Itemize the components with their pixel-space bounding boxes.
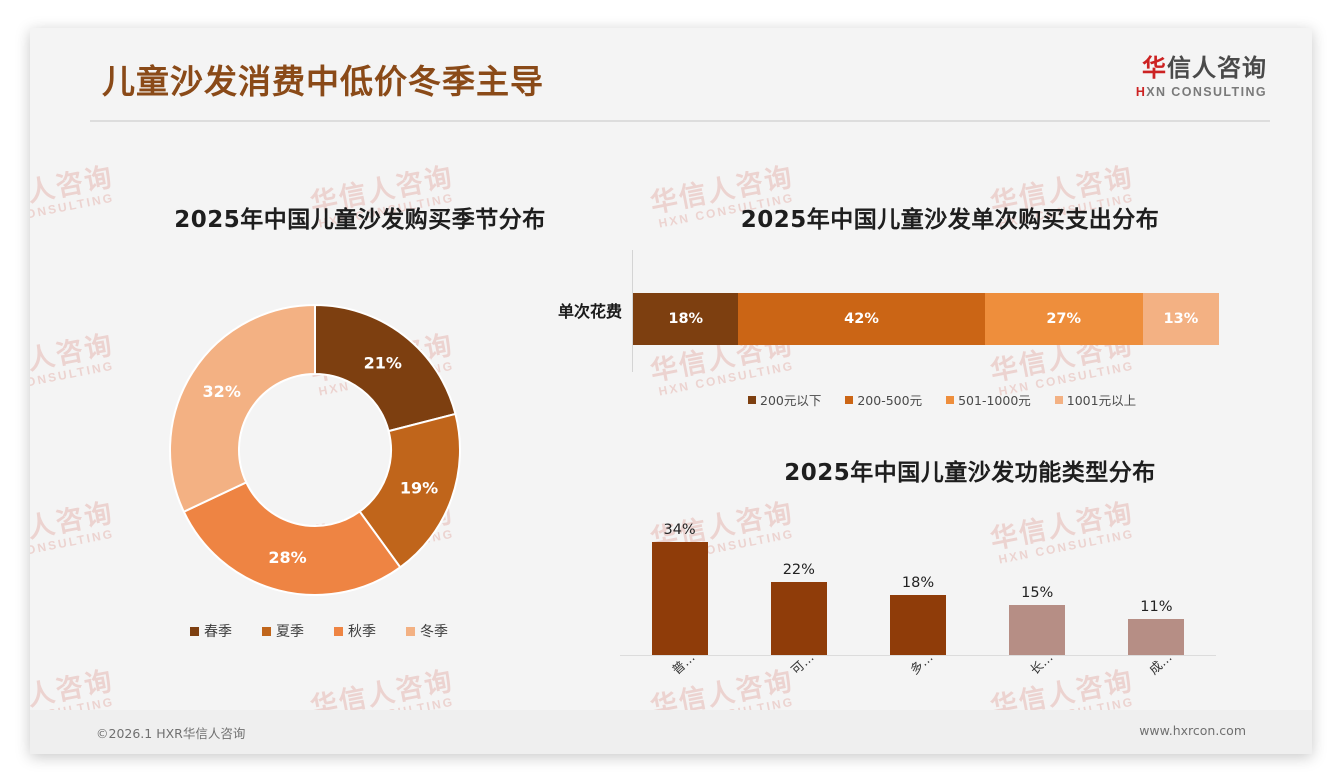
stacked-bar-chart-title: 2025年中国儿童沙发单次购买支出分布 [740, 207, 1160, 233]
donut-chart-legend: 春季 夏季 秋季 冬季 [190, 621, 448, 641]
logo-chinese-rest: 信人咨询 [1167, 54, 1267, 82]
stacked-bar-chart-legend: 200元以下 200-500元 501-1000元 1001元以上 [748, 390, 1136, 409]
legend-label: 501-1000元 [958, 393, 1031, 408]
legend-label: 秋季 [348, 624, 376, 640]
column-bar-group: 18% 多… [858, 505, 977, 677]
donut-slice-label: 21% [364, 354, 402, 373]
legend-swatch [406, 626, 415, 636]
donut-chart-svg: 21% 19% 28% 32% [169, 303, 461, 596]
column-chart-bars: 34% 普… 22% 可… 18% 多… 15% 长… 11% 成… [620, 505, 1216, 677]
legend-item[interactable]: 200元以下 [748, 390, 821, 409]
donut-slice[interactable] [169, 303, 316, 514]
footer-copyright: ©2026.1 HXR华信人咨询 [96, 726, 246, 741]
page-title: 儿童沙发消费中低价冬季主导 [102, 62, 544, 101]
donut-chart: 21% 19% 28% 32% [155, 290, 475, 610]
legend-label: 1001元以上 [1066, 393, 1137, 408]
donut-slice-label: 28% [268, 548, 306, 567]
legend-item[interactable]: 501-1000元 [946, 390, 1031, 409]
legend-swatch [1054, 395, 1063, 404]
legend-item[interactable]: 夏季 [262, 621, 304, 641]
stacked-bar-axis [632, 250, 633, 372]
stacked-bar-category-label: 单次花费 [557, 302, 622, 321]
logo-english-red: H [1135, 85, 1147, 99]
stacked-bar-segment[interactable]: 27% [984, 293, 1143, 345]
legend-item[interactable]: 200-500元 [845, 390, 922, 409]
column-bar[interactable] [1128, 618, 1185, 655]
column-bar-value: 11% [1140, 598, 1173, 615]
column-bar-group: 22% 可… [739, 505, 858, 677]
donut-slice[interactable] [314, 303, 457, 433]
donut-slice[interactable] [358, 412, 461, 569]
legend-label: 春季 [204, 624, 232, 640]
column-bar-value: 22% [782, 562, 815, 579]
stacked-bar-chart: 单次花费 18% 42% 27% 13% [530, 250, 1230, 380]
legend-item[interactable]: 春季 [190, 621, 232, 641]
legend-label: 200-500元 [857, 393, 923, 408]
donut-slice-label: 32% [203, 382, 241, 401]
column-bar[interactable] [1009, 605, 1066, 655]
legend-swatch [262, 626, 271, 636]
legend-label: 冬季 [420, 624, 448, 640]
column-bar-group: 15% 长… [978, 505, 1097, 677]
header-divider [90, 120, 1270, 122]
stacked-bar-segment[interactable]: 42% [738, 293, 985, 345]
legend-swatch [946, 395, 955, 404]
column-bar-group: 11% 成… [1097, 505, 1216, 677]
donut-chart-title: 2025年中国儿童沙发购买季节分布 [174, 207, 546, 233]
column-chart-title: 2025年中国儿童沙发功能类型分布 [784, 460, 1156, 486]
column-chart: 34% 普… 22% 可… 18% 多… 15% 长… 11% 成… [608, 498, 1228, 708]
donut-slice-label: 19% [400, 478, 438, 497]
column-bar[interactable] [651, 542, 708, 655]
footer-website: www.hxrcon.com [1139, 723, 1246, 738]
legend-label: 200元以下 [760, 393, 822, 408]
stacked-bar-segment[interactable]: 18% [633, 293, 739, 345]
logo-chinese-red: 华 [1142, 54, 1167, 82]
legend-swatch [190, 626, 199, 636]
column-bar-value: 15% [1021, 585, 1054, 602]
legend-label: 夏季 [276, 624, 304, 640]
legend-swatch [845, 395, 854, 404]
column-bar-value: 34% [663, 522, 696, 539]
column-bar[interactable] [890, 595, 946, 655]
legend-swatch [748, 395, 756, 404]
legend-swatch [334, 626, 343, 636]
brand-logo: 华信人咨询 HXN CONSULTING [1136, 48, 1267, 99]
slide-footer: ©2026.1 HXR华信人咨询 www.hxrcon.com [30, 710, 1312, 754]
legend-item[interactable]: 冬季 [406, 621, 448, 641]
column-chart-baseline [620, 655, 1216, 656]
logo-english-rest: XN CONSULTING [1146, 85, 1267, 99]
logo-english: HXN CONSULTING [1136, 85, 1267, 99]
donut-slice[interactable] [182, 481, 402, 596]
column-bar[interactable] [770, 582, 827, 655]
column-bar-value: 18% [901, 575, 935, 592]
logo-chinese: 华信人咨询 [1136, 48, 1267, 83]
stacked-bar-track: 18% 42% 27% 13% [633, 293, 1219, 345]
legend-item[interactable]: 秋季 [334, 621, 376, 641]
legend-item[interactable]: 1001元以上 [1054, 390, 1137, 409]
column-bar-group: 34% 普… [620, 505, 739, 677]
stacked-bar-segment[interactable]: 13% [1142, 293, 1219, 345]
